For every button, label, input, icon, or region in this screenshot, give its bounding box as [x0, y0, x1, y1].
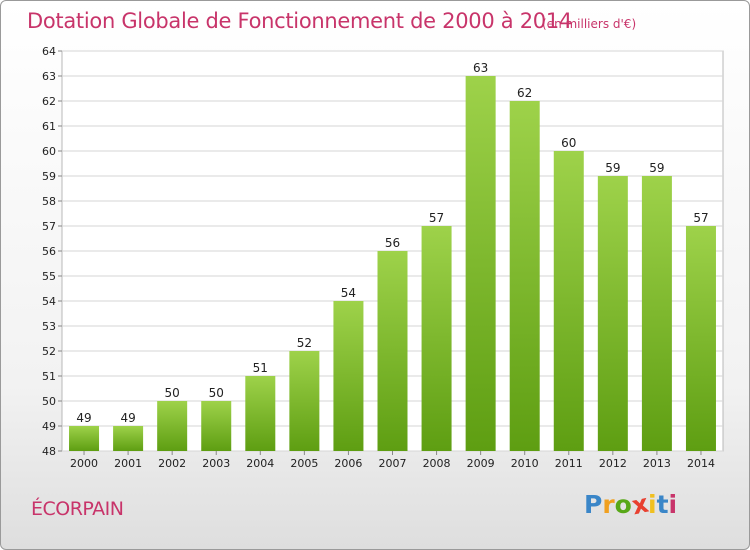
y-tick-label: 58 — [42, 195, 56, 208]
y-tick-label: 49 — [42, 420, 56, 433]
x-tick-label: 2008 — [423, 457, 451, 470]
x-tick-label: 2014 — [687, 457, 715, 470]
data-label: 50 — [209, 386, 224, 400]
x-tick-label: 2010 — [511, 457, 539, 470]
y-tick-label: 59 — [42, 170, 56, 183]
y-tick-label: 53 — [42, 320, 56, 333]
data-label: 57 — [429, 211, 444, 225]
data-label: 54 — [341, 286, 356, 300]
y-axis: 48 49 50 51 52 53 54 55 56 57 58 59 60 61 62 63 64 — [42, 45, 62, 458]
x-tick-label: 2002 — [158, 457, 186, 470]
y-tick-label: 61 — [42, 120, 56, 133]
logo-letter: i — [648, 490, 657, 519]
x-tick-label: 2011 — [555, 457, 583, 470]
data-label: 63 — [473, 61, 488, 75]
bar — [69, 426, 100, 451]
data-label: 62 — [517, 86, 532, 100]
logo-letter: o — [614, 490, 632, 519]
y-tick-label: 48 — [42, 445, 56, 458]
data-label: 57 — [693, 211, 708, 225]
data-label: 49 — [76, 411, 91, 425]
logo-letter: t — [656, 490, 669, 519]
y-tick-label: 51 — [42, 370, 56, 383]
data-label: 60 — [561, 136, 576, 150]
x-tick-label: 2001 — [114, 457, 142, 470]
chart-unit: (en milliers d'€) — [542, 17, 637, 31]
proxiti-logo[interactable]: Proxiti — [584, 489, 694, 524]
bar — [289, 351, 320, 451]
bar — [641, 176, 672, 451]
data-label: 52 — [297, 336, 312, 350]
chart-title: Dotation Globale de Fonctionnement de 20… — [27, 9, 572, 33]
logo-letter: P — [584, 490, 603, 519]
logo-letter: r — [602, 490, 615, 519]
x-tick-label: 2009 — [467, 457, 495, 470]
x-tick-label: 2004 — [246, 457, 274, 470]
bar — [113, 426, 144, 451]
bar — [685, 226, 716, 451]
bar — [421, 226, 452, 451]
bar — [201, 401, 232, 451]
logo-letter: i — [668, 490, 678, 519]
bar — [597, 176, 628, 451]
bar — [157, 401, 188, 451]
data-label: 59 — [649, 161, 664, 175]
data-label: 49 — [120, 411, 135, 425]
x-tick-label: 2006 — [334, 457, 362, 470]
x-tick-label: 2003 — [202, 457, 230, 470]
x-tick-label: 2013 — [643, 457, 671, 470]
y-tick-label: 60 — [42, 145, 56, 158]
bars — [69, 76, 716, 451]
y-tick-label: 52 — [42, 345, 56, 358]
y-tick-label: 62 — [42, 95, 56, 108]
bar — [377, 251, 408, 451]
y-tick-label: 64 — [42, 45, 56, 58]
bar — [245, 376, 276, 451]
data-labels: 49 49 50 50 51 52 54 56 57 63 62 60 59 59 57 — [76, 61, 708, 425]
x-tick-label: 2005 — [290, 457, 318, 470]
x-tick-label: 2012 — [599, 457, 627, 470]
y-tick-label: 57 — [42, 220, 56, 233]
y-tick-label: 50 — [42, 395, 56, 408]
y-tick-label: 55 — [42, 270, 56, 283]
x-tick-label: 2000 — [70, 457, 98, 470]
bar — [509, 101, 540, 451]
bar — [553, 151, 584, 451]
data-label: 56 — [385, 236, 400, 250]
x-tick-label: 2007 — [379, 457, 407, 470]
y-tick-label: 63 — [42, 70, 56, 83]
bar — [465, 76, 496, 451]
data-label: 59 — [605, 161, 620, 175]
bar — [333, 301, 364, 451]
x-axis: 2000 2001 2002 2003 2004 2005 2006 2007 2008 2009… — [70, 451, 715, 470]
commune-name: ÉCORPAIN — [31, 498, 124, 520]
data-label: 50 — [165, 386, 180, 400]
y-tick-label: 54 — [42, 295, 56, 308]
data-label: 51 — [253, 361, 268, 375]
y-tick-label: 56 — [42, 245, 56, 258]
